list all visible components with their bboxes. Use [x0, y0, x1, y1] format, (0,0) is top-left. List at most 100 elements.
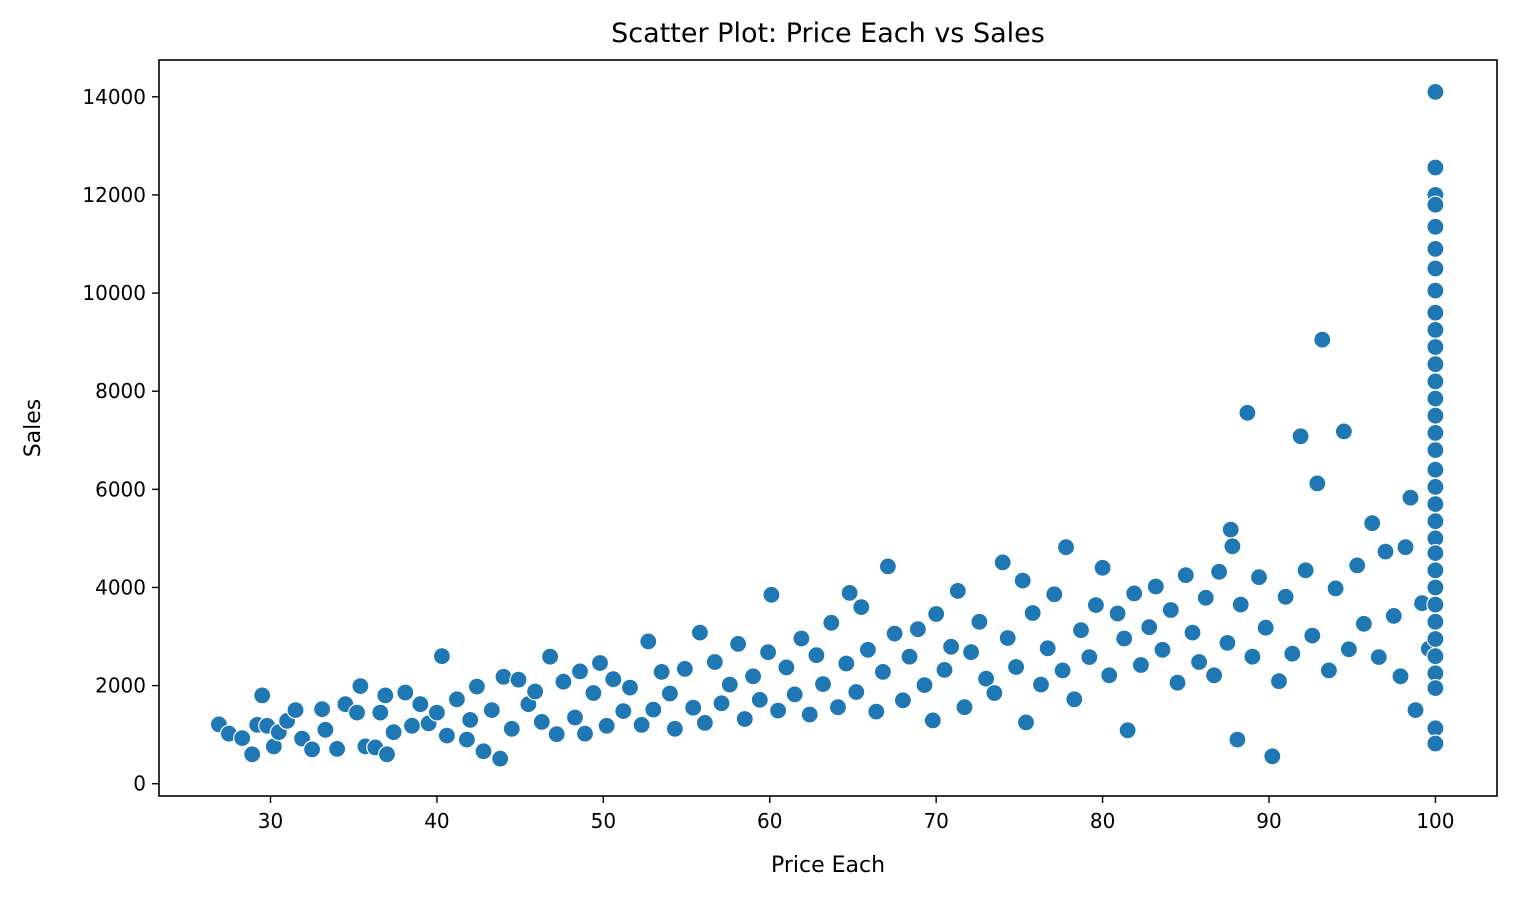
- data-point: [1023, 603, 1042, 623]
- data-point: [1231, 595, 1250, 614]
- data-point: [858, 640, 878, 659]
- data-point: [286, 700, 305, 720]
- data-point: [948, 581, 967, 601]
- x-tick-label: 40: [424, 809, 449, 833]
- data-point: [565, 708, 585, 727]
- data-point: [1086, 595, 1106, 615]
- data-point: [970, 612, 989, 631]
- data-point: [1426, 259, 1445, 278]
- data-point: [1118, 721, 1137, 740]
- data-point: [1263, 747, 1282, 766]
- data-point: [1283, 644, 1302, 663]
- data-point: [1045, 585, 1064, 604]
- data-point: [1256, 618, 1275, 637]
- data-point: [1108, 604, 1127, 623]
- y-tick-label: 4000: [95, 575, 146, 599]
- data-point: [1038, 639, 1057, 658]
- data-point: [1053, 661, 1072, 680]
- data-point: [807, 646, 826, 665]
- data-point: [377, 745, 397, 764]
- data-point: [923, 711, 942, 730]
- data-point: [1426, 629, 1445, 649]
- data-point: [1125, 584, 1144, 603]
- data-point: [935, 660, 954, 680]
- data-point: [474, 742, 493, 761]
- data-point: [482, 700, 501, 720]
- data-point: [1238, 403, 1257, 422]
- data-point: [847, 682, 866, 702]
- data-point: [837, 654, 856, 673]
- data-point: [639, 632, 658, 651]
- data-point: [684, 698, 703, 717]
- data-point: [941, 637, 961, 656]
- data-point: [1223, 537, 1242, 556]
- data-point: [313, 700, 332, 719]
- y-tick-label: 2000: [95, 674, 146, 698]
- data-point: [900, 647, 919, 666]
- data-point: [976, 669, 996, 688]
- y-tick-label: 8000: [95, 379, 146, 403]
- data-point: [1065, 690, 1084, 709]
- data-point: [509, 670, 528, 689]
- data-point: [1426, 495, 1445, 514]
- data-point: [590, 653, 610, 673]
- data-point: [1426, 612, 1445, 631]
- data-point: [467, 677, 486, 696]
- data-point: [411, 695, 430, 714]
- data-point: [908, 620, 928, 639]
- data-point: [1218, 633, 1237, 653]
- data-point: [1334, 422, 1354, 441]
- data-point: [1093, 558, 1112, 577]
- data-point: [570, 662, 590, 681]
- data-point: [1296, 561, 1315, 580]
- data-point: [347, 703, 367, 722]
- data-point: [1426, 734, 1445, 753]
- data-point: [1115, 629, 1134, 648]
- data-point: [402, 716, 422, 735]
- data-point: [1131, 655, 1151, 675]
- x-tick-label: 60: [757, 809, 782, 833]
- y-tick-label: 6000: [95, 477, 146, 501]
- data-point: [1056, 538, 1076, 557]
- data-point: [735, 709, 754, 729]
- data-point: [253, 686, 272, 705]
- data-point: [1391, 667, 1410, 686]
- data-point: [927, 604, 946, 624]
- data-point: [750, 690, 769, 709]
- data-point: [690, 623, 710, 642]
- data-point: [396, 683, 415, 702]
- data-point: [1013, 571, 1032, 590]
- data-point: [961, 643, 981, 662]
- y-axis-ticks: 0 2000 4000 6000 8000 10000 12000 14000: [82, 85, 159, 796]
- data-point: [1426, 355, 1445, 374]
- data-point: [575, 724, 595, 743]
- data-point: [1176, 566, 1195, 585]
- data-point: [233, 728, 252, 748]
- data-point: [885, 624, 904, 643]
- data-point: [620, 678, 640, 697]
- data-point: [1031, 675, 1051, 694]
- data-point: [1189, 652, 1209, 672]
- data-point: [1426, 460, 1445, 479]
- data-point: [840, 583, 859, 603]
- y-tick-label: 14000: [82, 85, 146, 109]
- data-point: [1269, 672, 1289, 691]
- data-point: [1016, 713, 1036, 732]
- data-point: [1426, 578, 1445, 597]
- data-point: [1426, 281, 1445, 300]
- data-point: [1426, 195, 1445, 214]
- data-point: [502, 719, 521, 738]
- data-point: [644, 700, 663, 719]
- data-point: [1221, 520, 1240, 539]
- data-point: [328, 739, 347, 759]
- data-point: [1426, 320, 1445, 339]
- data-point: [432, 647, 451, 666]
- data-point: [785, 685, 804, 704]
- data-point: [547, 725, 566, 744]
- data-point: [1426, 477, 1445, 496]
- data-point: [720, 675, 739, 694]
- data-point: [1369, 647, 1388, 667]
- data-point: [768, 701, 788, 720]
- data-point: [813, 674, 833, 694]
